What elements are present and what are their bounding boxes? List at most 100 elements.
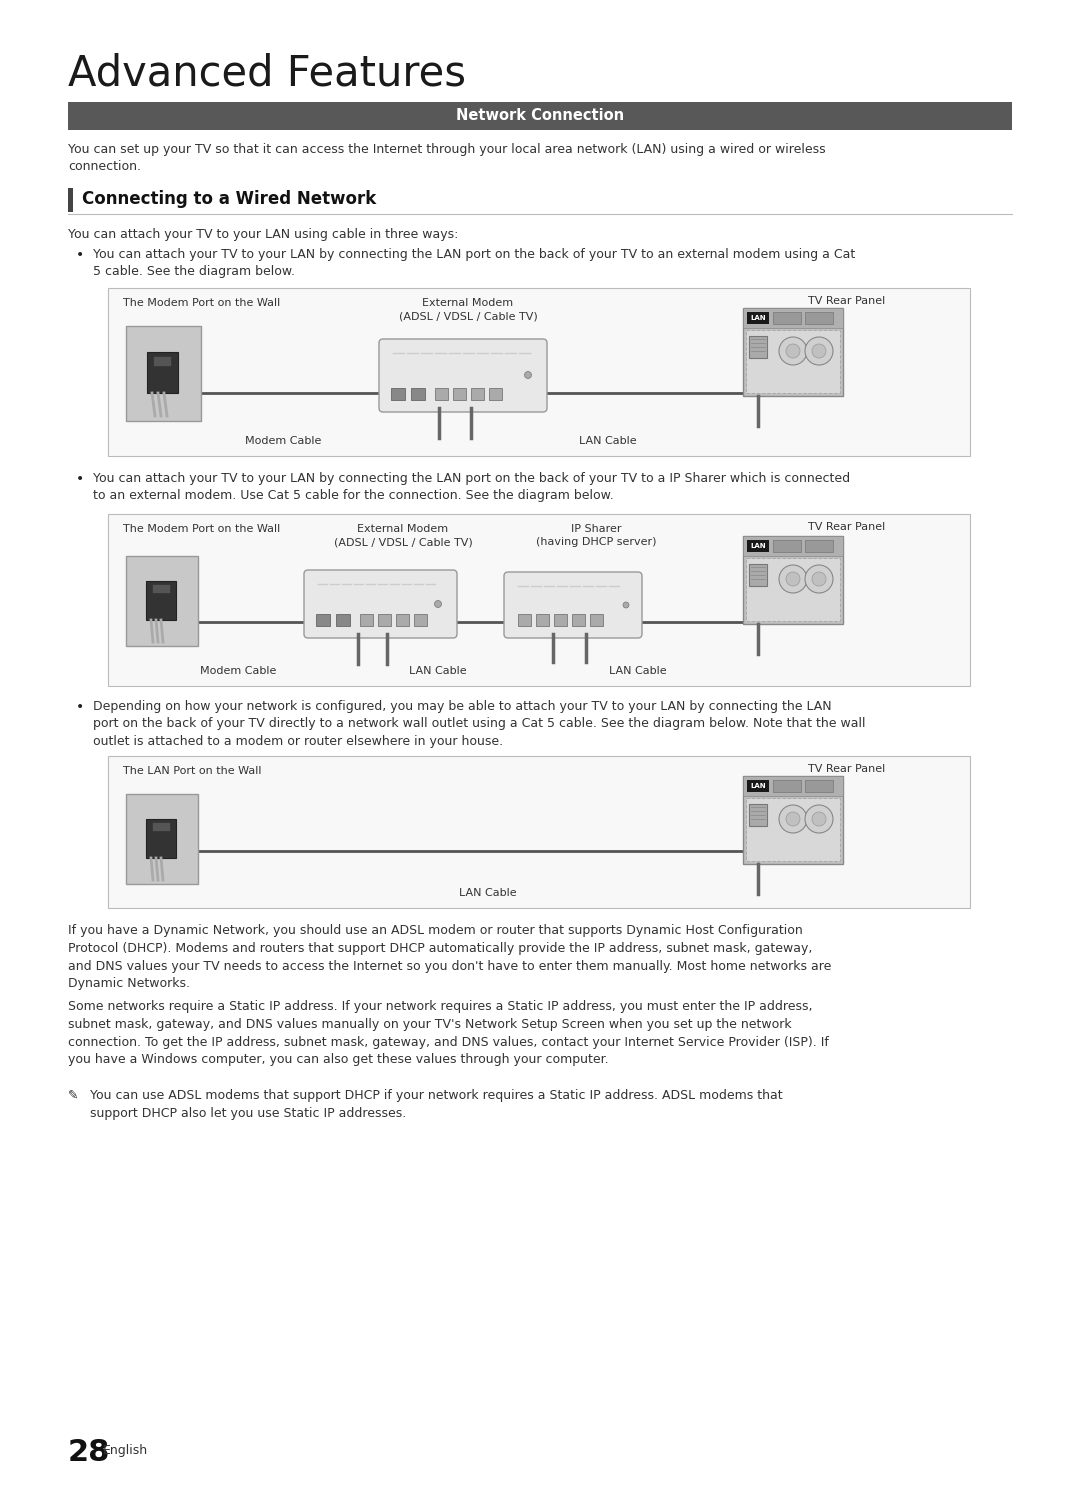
Circle shape (623, 602, 629, 608)
FancyBboxPatch shape (747, 780, 769, 792)
Circle shape (812, 344, 826, 359)
Circle shape (805, 565, 833, 593)
Text: You can attach your TV to your LAN by connecting the LAN port on the back of you: You can attach your TV to your LAN by co… (93, 472, 850, 502)
Text: The Modem Port on the Wall: The Modem Port on the Wall (123, 524, 280, 533)
FancyBboxPatch shape (435, 388, 448, 400)
Text: The Modem Port on the Wall: The Modem Port on the Wall (123, 297, 280, 308)
FancyBboxPatch shape (743, 536, 843, 624)
FancyBboxPatch shape (126, 556, 198, 645)
FancyBboxPatch shape (743, 308, 843, 329)
Text: LAN Cable: LAN Cable (579, 436, 637, 447)
Text: Advanced Features: Advanced Features (68, 52, 465, 94)
Text: LAN Cable: LAN Cable (409, 666, 467, 675)
Circle shape (786, 344, 800, 359)
FancyBboxPatch shape (453, 388, 465, 400)
Circle shape (786, 572, 800, 586)
FancyBboxPatch shape (152, 822, 170, 831)
FancyBboxPatch shape (126, 326, 201, 421)
Text: TV Rear Panel: TV Rear Panel (808, 521, 886, 532)
FancyBboxPatch shape (489, 388, 502, 400)
FancyBboxPatch shape (747, 312, 769, 324)
FancyBboxPatch shape (805, 539, 833, 551)
FancyBboxPatch shape (396, 614, 409, 626)
FancyBboxPatch shape (773, 780, 801, 792)
Text: TV Rear Panel: TV Rear Panel (808, 296, 886, 306)
Text: Some networks require a Static IP address. If your network requires a Static IP : Some networks require a Static IP addres… (68, 999, 828, 1067)
Text: •: • (76, 701, 84, 714)
Circle shape (786, 813, 800, 826)
FancyBboxPatch shape (68, 102, 1012, 130)
FancyBboxPatch shape (743, 536, 843, 556)
Text: IP Sharer
(having DHCP server): IP Sharer (having DHCP server) (536, 524, 657, 547)
FancyBboxPatch shape (146, 819, 176, 858)
Circle shape (812, 572, 826, 586)
Circle shape (525, 372, 531, 378)
Text: The LAN Port on the Wall: The LAN Port on the Wall (123, 766, 261, 775)
Circle shape (779, 565, 807, 593)
FancyBboxPatch shape (773, 539, 801, 551)
Text: You can use ADSL modems that support DHCP if your network requires a Static IP a: You can use ADSL modems that support DHC… (90, 1089, 783, 1120)
Text: LAN: LAN (751, 783, 766, 789)
Text: Network Connection: Network Connection (456, 109, 624, 124)
Text: 28: 28 (68, 1439, 110, 1467)
FancyBboxPatch shape (391, 388, 405, 400)
FancyBboxPatch shape (746, 798, 840, 861)
FancyBboxPatch shape (152, 584, 170, 593)
Text: You can attach your TV to your LAN by connecting the LAN port on the back of you: You can attach your TV to your LAN by co… (93, 248, 855, 278)
FancyBboxPatch shape (743, 775, 843, 796)
Text: ✎: ✎ (68, 1089, 79, 1103)
FancyBboxPatch shape (378, 614, 391, 626)
FancyBboxPatch shape (147, 353, 178, 393)
Text: You can attach your TV to your LAN using cable in three ways:: You can attach your TV to your LAN using… (68, 229, 458, 241)
FancyBboxPatch shape (750, 804, 767, 826)
Text: TV Rear Panel: TV Rear Panel (808, 763, 886, 774)
Text: •: • (76, 472, 84, 486)
FancyBboxPatch shape (743, 775, 843, 864)
FancyBboxPatch shape (554, 614, 567, 626)
FancyBboxPatch shape (360, 614, 373, 626)
Circle shape (805, 338, 833, 365)
FancyBboxPatch shape (108, 514, 970, 686)
Text: Depending on how your network is configured, you may be able to attach your TV t: Depending on how your network is configu… (93, 701, 865, 748)
FancyBboxPatch shape (316, 614, 330, 626)
FancyBboxPatch shape (108, 288, 970, 456)
Text: External Modem
(ADSL / VDSL / Cable TV): External Modem (ADSL / VDSL / Cable TV) (334, 524, 472, 547)
FancyBboxPatch shape (743, 308, 843, 396)
Circle shape (779, 338, 807, 365)
FancyBboxPatch shape (303, 571, 457, 638)
FancyBboxPatch shape (146, 581, 176, 620)
Text: LAN Cable: LAN Cable (609, 666, 666, 675)
FancyBboxPatch shape (518, 614, 531, 626)
Text: If you have a Dynamic Network, you should use an ADSL modem or router that suppo: If you have a Dynamic Network, you shoul… (68, 923, 832, 991)
Text: English: English (103, 1445, 148, 1457)
Text: Connecting to a Wired Network: Connecting to a Wired Network (82, 190, 376, 208)
FancyBboxPatch shape (750, 336, 767, 359)
FancyBboxPatch shape (108, 756, 970, 908)
Text: LAN: LAN (751, 315, 766, 321)
FancyBboxPatch shape (379, 339, 546, 412)
Circle shape (779, 805, 807, 834)
FancyBboxPatch shape (746, 330, 840, 393)
FancyBboxPatch shape (126, 793, 198, 884)
FancyBboxPatch shape (805, 780, 833, 792)
Text: LAN: LAN (751, 542, 766, 548)
Text: You can set up your TV so that it can access the Internet through your local are: You can set up your TV so that it can ac… (68, 143, 825, 173)
FancyBboxPatch shape (572, 614, 585, 626)
FancyBboxPatch shape (805, 312, 833, 324)
Circle shape (812, 813, 826, 826)
FancyBboxPatch shape (414, 614, 427, 626)
Text: •: • (76, 248, 84, 261)
FancyBboxPatch shape (68, 188, 73, 212)
FancyBboxPatch shape (773, 312, 801, 324)
Circle shape (434, 601, 442, 608)
FancyBboxPatch shape (750, 565, 767, 586)
Text: External Modem
(ADSL / VDSL / Cable TV): External Modem (ADSL / VDSL / Cable TV) (399, 297, 538, 321)
Circle shape (805, 805, 833, 834)
FancyBboxPatch shape (471, 388, 484, 400)
FancyBboxPatch shape (590, 614, 603, 626)
FancyBboxPatch shape (746, 557, 840, 622)
FancyBboxPatch shape (536, 614, 549, 626)
Text: LAN Cable: LAN Cable (459, 887, 517, 898)
FancyBboxPatch shape (336, 614, 350, 626)
FancyBboxPatch shape (411, 388, 426, 400)
